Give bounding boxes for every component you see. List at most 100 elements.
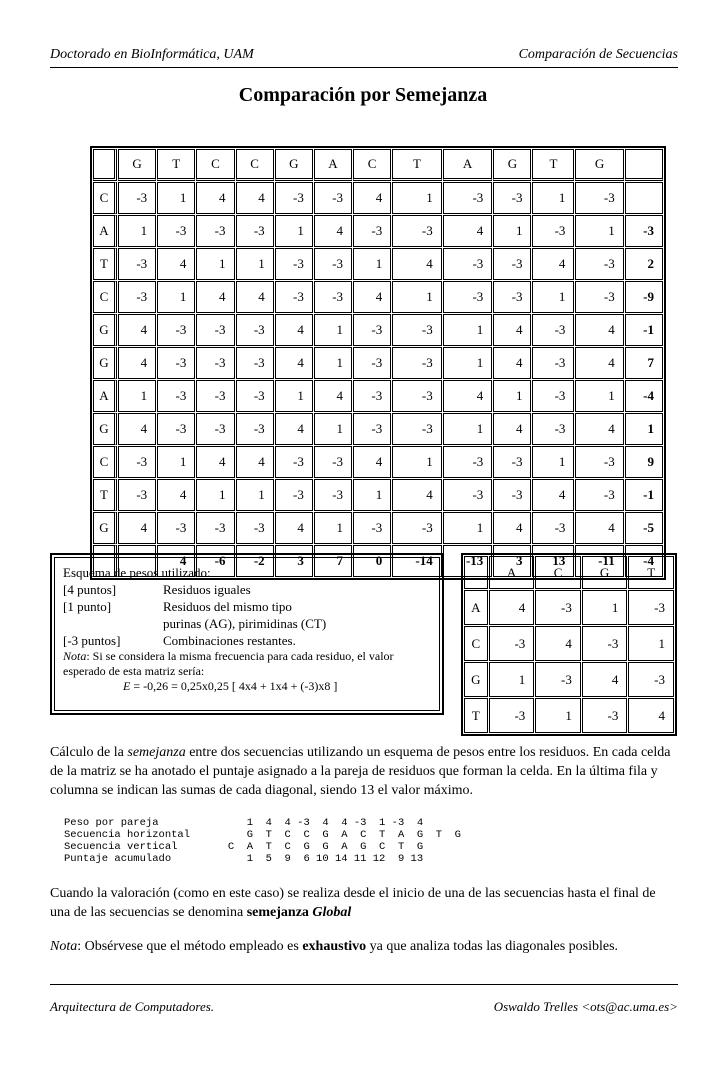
score-cell: 4 [235,281,274,313]
weight-cell: -3 [628,590,674,625]
row-header: A [93,215,117,247]
column-header: G [581,556,628,589]
score-cell: 1 [353,479,392,511]
score-cell: 1 [274,215,313,247]
scheme-formula: E = -0,26 = 0,25x0,25 [ 4x4 + 1x4 + (-3)… [123,679,338,693]
score-cell: 4 [157,479,196,511]
score-cell: -3 [157,413,196,445]
weight-cell: 4 [581,662,628,697]
row-header: C [93,182,117,214]
score-cell: -3 [532,314,575,346]
weight-cell: -3 [581,626,628,661]
weight-cell: 4 [628,698,674,733]
table-row: A 1 -3 -3 -3 1 4 -3 -3 4 1 -3 1 -3 [93,215,663,247]
score-cell: -3 [442,281,493,313]
scheme-item: [1 punto] Residuos del mismo tipo [63,598,431,615]
score-cell: -3 [532,512,575,544]
scheme-item: [4 puntos] Residuos iguales [63,581,431,598]
score-cell: -3 [353,512,392,544]
score-cell: 4 [575,413,624,445]
corner-cell [93,149,117,181]
score-cell: 4 [493,347,532,379]
score-cell: -3 [353,215,392,247]
score-cell: 4 [392,248,442,280]
row-header: C [93,281,117,313]
score-cell: 4 [493,413,532,445]
paragraph-3: Nota: Obsérvese que el método empleado e… [50,939,619,954]
score-cell: -3 [235,512,274,544]
weight-scheme-box: Esquema de pesos utilizado: [4 puntos] Re… [50,553,444,715]
score-cell: 1 [493,215,532,247]
table-row: T -3 1 -3 4 [464,698,674,733]
score-cell: -3 [493,248,532,280]
score-cell: -3 [118,182,157,214]
score-cell: -3 [235,413,274,445]
score-cell: 1 [196,248,235,280]
score-cell: -3 [493,479,532,511]
score-cell: -3 [313,479,353,511]
score-cell: 4 [118,347,157,379]
table-row: G 1 -3 4 -3 [464,662,674,697]
corner-cell [464,556,488,589]
scheme-desc: Residuos iguales [163,582,251,597]
diagonal-sum: 4 [157,545,196,577]
row-header: A [464,590,488,625]
score-cell: 4 [392,479,442,511]
score-cell: 1 [493,380,532,412]
score-cell: -3 [392,215,442,247]
header-left: Doctorado en BioInformática, UAM [50,47,254,62]
score-cell: 1 [532,182,575,214]
table-row: A 1 -3 -3 -3 1 4 -3 -3 4 1 -3 1 -4 [93,380,663,412]
score-cell: 4 [157,248,196,280]
diagonal-sum: 2 [624,248,663,280]
score-cell: 4 [274,512,313,544]
weight-cell: 1 [581,590,628,625]
score-cell: 1 [313,347,353,379]
scheme-points [63,615,163,632]
diagonal-sum [624,182,663,214]
score-cell: -3 [575,248,624,280]
diagonal-sum: -1 [624,314,663,346]
table-row: C -3 4 -3 1 [464,626,674,661]
diagonal-sum: 3 [493,545,532,577]
column-header: A [488,556,535,589]
score-cell: -3 [274,479,313,511]
row-header: G [93,347,117,379]
score-cell: -3 [493,281,532,313]
score-cell: -3 [274,182,313,214]
score-cell: -3 [392,380,442,412]
table-row: G 4 -3 -3 -3 4 1 -3 -3 1 4 -3 4 7 [93,347,663,379]
scheme-desc: Residuos del mismo tipo [163,599,292,614]
weight-cell: 1 [488,662,535,697]
score-cell: -3 [274,248,313,280]
column-header: G [118,149,157,181]
score-cell: 1 [196,479,235,511]
table-row: C -3 1 4 4 -3 -3 4 1 -3 -3 1 -3 -9 [93,281,663,313]
score-cell: 4 [118,413,157,445]
weight-cell: -3 [488,626,535,661]
row-header: T [93,248,117,280]
row-header: G [464,662,488,697]
diagonal-sum: -9 [624,281,663,313]
score-cell: -3 [118,446,157,478]
score-cell: -3 [493,182,532,214]
score-cell: -3 [313,182,353,214]
diagonal-sum: 9 [624,446,663,478]
diagonal-sum: -2 [235,545,274,577]
score-cell: 1 [532,281,575,313]
score-cell: -3 [196,380,235,412]
score-cell: -3 [392,347,442,379]
score-cell: -3 [392,512,442,544]
score-cell: -3 [442,446,493,478]
score-cell: 4 [235,182,274,214]
score-cell: -3 [196,413,235,445]
score-cell: 4 [196,182,235,214]
score-cell: -3 [353,413,392,445]
score-cell: 4 [235,446,274,478]
footer-left: Arquitectura de Computadores. [50,999,215,1014]
score-cell: 1 [442,512,493,544]
weight-cell: 1 [535,698,581,733]
score-cell: 1 [392,182,442,214]
score-cell: -3 [353,347,392,379]
score-cell: -3 [353,380,392,412]
